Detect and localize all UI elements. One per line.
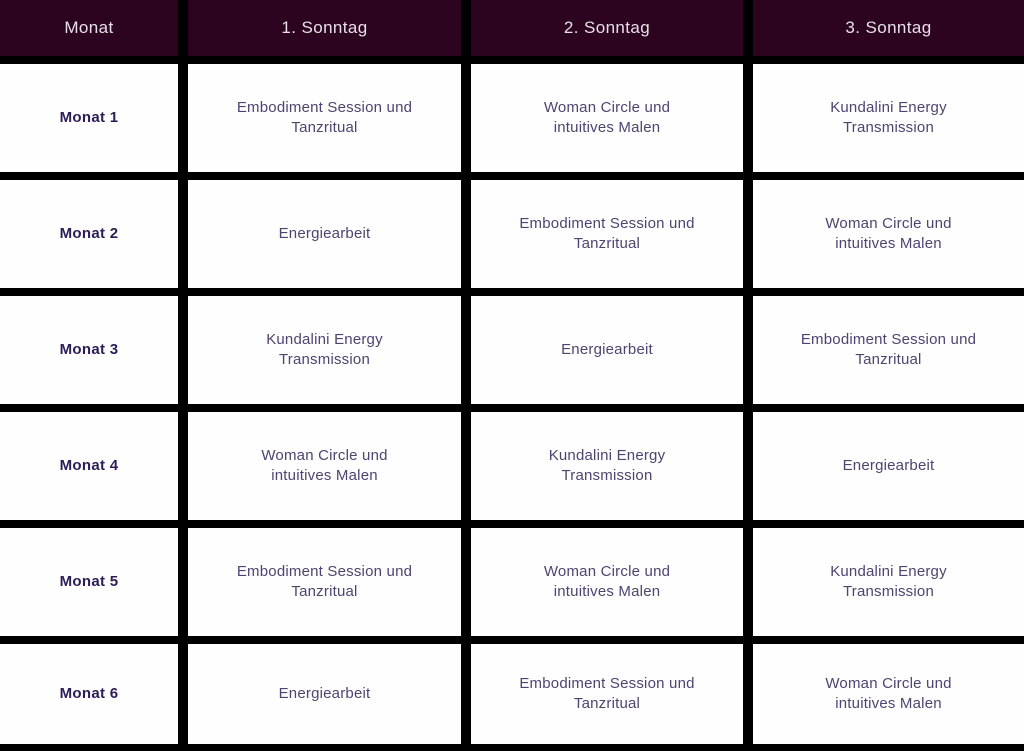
- schedule-cell-text: Energiearbeit: [278, 685, 371, 702]
- schedule-cell: Kundalini Energy Transmission: [753, 528, 1024, 636]
- schedule-cell-text: Kundalini Energy Transmission: [830, 99, 947, 136]
- row-label: Monat 1: [59, 109, 119, 126]
- column-header-sonntag-2: 2. Sonntag: [471, 0, 743, 56]
- schedule-cell: Embodiment Session und Tanzritual: [471, 644, 743, 744]
- schedule-cell: Woman Circle und intuitives Malen: [471, 64, 743, 172]
- schedule-cell: Embodiment Session und Tanzritual: [188, 528, 461, 636]
- row-label-cell-monat-1: Monat 1: [0, 64, 178, 172]
- schedule-cell: Woman Circle und intuitives Malen: [188, 412, 461, 520]
- schedule-cell-text: Kundalini Energy Transmission: [548, 447, 666, 484]
- column-header-label: 3. Sonntag: [845, 18, 932, 37]
- schedule-cell-text: Embodiment Session und Tanzritual: [519, 675, 695, 712]
- row-label-cell-monat-5: Monat 5: [0, 528, 178, 636]
- schedule-cell-text: Woman Circle und intuitives Malen: [825, 215, 952, 252]
- schedule-cell-text: Woman Circle und intuitives Malen: [825, 675, 952, 712]
- schedule-cell-text: Energiearbeit: [842, 457, 935, 474]
- column-header-label: Monat: [64, 18, 114, 37]
- schedule-cell: Embodiment Session und Tanzritual: [753, 296, 1024, 404]
- schedule-cell: Kundalini Energy Transmission: [753, 64, 1024, 172]
- schedule-cell-text: Woman Circle und intuitives Malen: [543, 99, 671, 136]
- row-label-cell-monat-4: Monat 4: [0, 412, 178, 520]
- column-header-label: 1. Sonntag: [281, 18, 368, 37]
- schedule-cell: Woman Circle und intuitives Malen: [753, 180, 1024, 288]
- column-header-monat: Monat: [0, 0, 178, 56]
- schedule-cell-text: Kundalini Energy Transmission: [266, 331, 383, 368]
- schedule-cell-text: Kundalini Energy Transmission: [830, 563, 947, 600]
- row-label: Monat 3: [59, 341, 119, 358]
- schedule-cell-text: Energiearbeit: [561, 341, 653, 358]
- schedule-cell-text: Embodiment Session und Tanzritual: [519, 215, 695, 252]
- schedule-cell-text: Embodiment Session und Tanzritual: [236, 99, 413, 136]
- schedule-cell: Embodiment Session und Tanzritual: [471, 180, 743, 288]
- schedule-cell: Kundalini Energy Transmission: [471, 412, 743, 520]
- column-header-sonntag-3: 3. Sonntag: [753, 0, 1024, 56]
- schedule-cell: Energiearbeit: [471, 296, 743, 404]
- schedule-cell: Woman Circle und intuitives Malen: [753, 644, 1024, 744]
- schedule-cell: Woman Circle und intuitives Malen: [471, 528, 743, 636]
- row-label: Monat 5: [59, 573, 119, 590]
- row-label: Monat 2: [59, 225, 119, 242]
- schedule-cell-text: Embodiment Session und Tanzritual: [800, 331, 977, 368]
- row-label: Monat 6: [59, 685, 119, 702]
- schedule-cell-text: Energiearbeit: [278, 225, 371, 242]
- schedule-cell-text: Woman Circle und intuitives Malen: [261, 447, 388, 484]
- column-header-label: 2. Sonntag: [563, 18, 651, 37]
- schedule-cell: Energiearbeit: [188, 644, 461, 744]
- row-label-cell-monat-2: Monat 2: [0, 180, 178, 288]
- schedule-cell-text: Embodiment Session und Tanzritual: [236, 563, 413, 600]
- schedule-cell: Energiearbeit: [188, 180, 461, 288]
- column-header-sonntag-1: 1. Sonntag: [188, 0, 461, 56]
- row-label-cell-monat-3: Monat 3: [0, 296, 178, 404]
- row-label: Monat 4: [59, 457, 119, 474]
- row-label-cell-monat-6: Monat 6: [0, 644, 178, 744]
- schedule-cell: Embodiment Session und Tanzritual: [188, 64, 461, 172]
- schedule-cell: Energiearbeit: [753, 412, 1024, 520]
- schedule-cell-text: Woman Circle und intuitives Malen: [543, 563, 671, 600]
- schedule-cell: Kundalini Energy Transmission: [188, 296, 461, 404]
